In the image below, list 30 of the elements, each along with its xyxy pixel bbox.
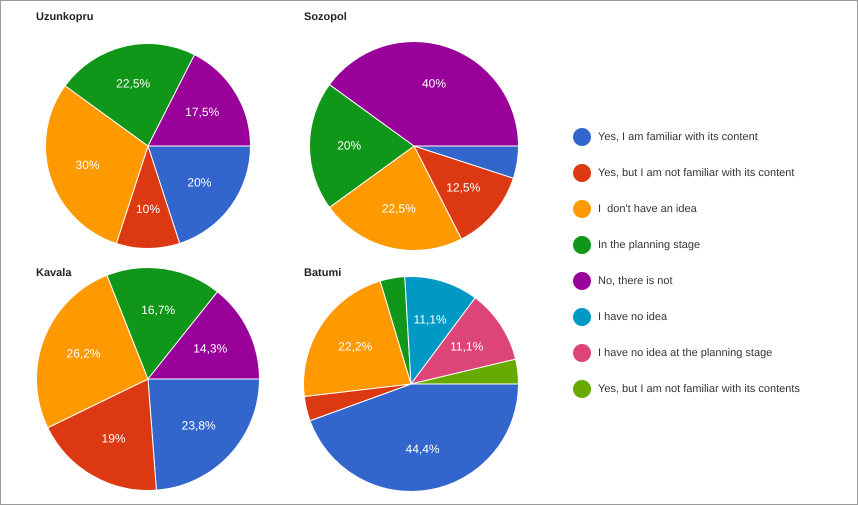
data-label: 20% <box>337 138 362 152</box>
legend-label: Yes, but I am not familiar with its content <box>598 167 794 179</box>
data-label: 30% <box>76 158 100 172</box>
data-label: 26,2% <box>66 346 101 360</box>
data-label: 10% <box>136 202 160 216</box>
data-label: 14,3% <box>193 341 228 356</box>
legend-label: Yes, but I am not familiar with its contents <box>598 383 800 395</box>
data-label: 40% <box>422 76 446 91</box>
data-label: 22,5% <box>382 201 416 216</box>
data-label: 19% <box>102 431 126 446</box>
data-label: 11,1% <box>414 312 448 326</box>
legend-label: I don't have an idea <box>598 203 697 215</box>
data-label: 20% <box>187 176 212 190</box>
chart-title: Uzunkopru <box>36 11 94 23</box>
data-label: 23,8% <box>182 418 216 432</box>
legend-label: Yes, I am familiar with its content <box>598 131 758 143</box>
data-label: 12,5% <box>446 180 481 194</box>
legend-label: I have no idea at the planning stage <box>598 347 772 359</box>
data-label: 16,7% <box>141 302 176 317</box>
data-label: 11,1% <box>450 340 484 354</box>
data-label: 44,4% <box>406 442 440 456</box>
chart-title: Sozopol <box>304 11 347 23</box>
legend-label: I have no idea <box>598 311 668 323</box>
chart-title: Batumi <box>304 267 342 279</box>
legend-label: No, there is not <box>598 275 673 287</box>
chart-title: Kavala <box>36 267 72 279</box>
data-label: 17,5% <box>185 105 220 120</box>
legend-label: In the planning stage <box>598 239 700 251</box>
data-label: 22,2% <box>338 340 373 354</box>
data-label: 22,5% <box>116 76 151 91</box>
